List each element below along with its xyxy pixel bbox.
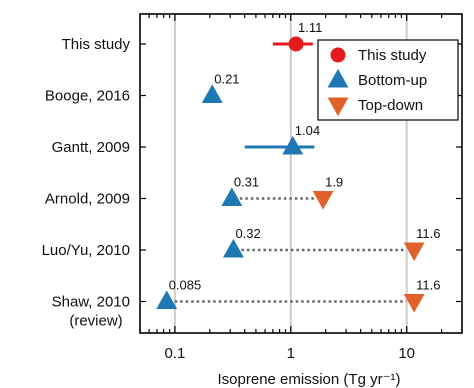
top-down-point — [312, 190, 334, 210]
value-label: 11.6 — [416, 278, 440, 293]
legend-marker-bottom-up — [327, 68, 349, 88]
x-tick-label: 0.1 — [164, 345, 185, 362]
axis-ticks — [139, 14, 463, 333]
value-labels: 1.11 0.21 1.04 0.31 1.9 0.32 11.6 0.085 11.6 — [169, 20, 441, 293]
legend-label: Bottom-up — [358, 72, 427, 89]
category-label: Booge, 2016 — [45, 88, 130, 105]
data-points — [156, 36, 425, 313]
category-sublabel: (review) — [69, 313, 122, 330]
x-tick-labels: 0.1 1 10 — [164, 345, 415, 362]
connectors — [174, 197, 407, 303]
value-label: 1.9 — [325, 175, 343, 190]
x-axis-label: Isoprene emission (Tg yr⁻¹) — [218, 371, 401, 388]
x-tick-label: 10 — [398, 345, 415, 362]
bottom-up-point — [156, 290, 178, 310]
category-label: Arnold, 2009 — [45, 191, 130, 208]
legend-marker-top-down — [327, 97, 349, 117]
top-down-point — [403, 293, 425, 313]
legend-marker-this-study — [330, 47, 346, 63]
bottom-up-point — [201, 84, 223, 104]
value-label: 0.31 — [234, 175, 259, 190]
value-label: 11.6 — [416, 226, 440, 241]
value-label: 0.32 — [235, 226, 260, 241]
legend-label: Top-down — [358, 97, 423, 114]
category-labels: This study Booge, 2016 Gantt, 2009 Arnold, … — [42, 36, 131, 330]
value-label: 1.11 — [298, 20, 322, 35]
plot-frame — [139, 13, 463, 334]
bottom-up-point — [282, 135, 304, 155]
top-down-point — [403, 242, 425, 262]
bottom-up-point — [221, 187, 243, 207]
value-label: 0.085 — [169, 278, 202, 293]
this-study-point — [288, 36, 304, 52]
legend-label: This study — [358, 47, 427, 64]
value-label: 0.21 — [214, 72, 239, 87]
category-label: Gantt, 2009 — [52, 139, 130, 156]
category-label: Luo/Yu, 2010 — [42, 242, 130, 259]
x-tick-label: 1 — [287, 345, 295, 362]
category-label: This study — [62, 36, 131, 53]
legend: This study Bottom-up Top-down — [317, 39, 459, 121]
category-label: Shaw, 2010 — [52, 294, 130, 311]
bottom-up-point — [222, 238, 244, 258]
value-label: 1.04 — [295, 123, 320, 138]
